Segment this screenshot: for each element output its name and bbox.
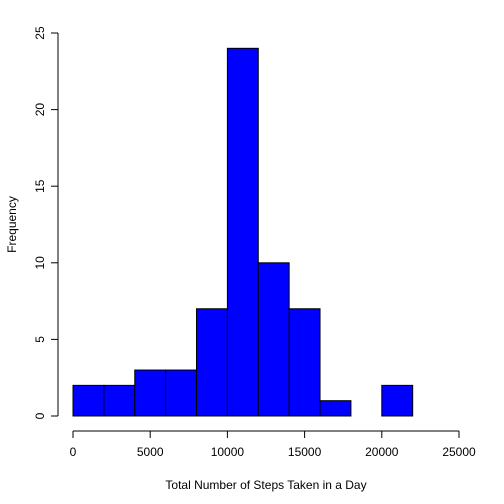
y-tick-label-2: 10 xyxy=(33,256,47,270)
bars-group xyxy=(72,47,414,417)
x-axis: 0 5000 10000 15000 20000 25000 xyxy=(70,430,476,459)
histogram-bar-1 xyxy=(103,384,136,417)
y-tick-label-4: 20 xyxy=(33,103,47,117)
histogram-bar-0 xyxy=(72,384,105,417)
y-tick-label-3: 15 xyxy=(33,179,47,193)
x-tick-label-1: 5000 xyxy=(137,445,164,459)
histogram-bar-5 xyxy=(226,47,259,417)
x-tick-label-4: 20000 xyxy=(365,445,399,459)
histogram-bar-4 xyxy=(196,308,228,417)
x-axis-title: Total Number of Steps Taken in a Day xyxy=(165,478,366,492)
x-tick-label-0: 0 xyxy=(70,445,77,459)
y-axis: 0 5 10 15 20 25 xyxy=(33,26,59,419)
y-tick-label-0: 0 xyxy=(33,412,47,419)
histogram-bar-6 xyxy=(257,262,290,417)
x-tick-label-3: 15000 xyxy=(288,445,322,459)
x-tick-label-2: 10000 xyxy=(211,445,245,459)
histogram-bar-10 xyxy=(381,384,414,417)
histogram-bar-3 xyxy=(165,369,198,417)
x-tick-label-5: 25000 xyxy=(442,445,476,459)
histogram-bar-2 xyxy=(134,369,167,417)
y-axis-title: Frequency xyxy=(5,196,19,253)
histogram-bar-8 xyxy=(319,400,352,417)
histogram-bar-7 xyxy=(288,308,321,417)
y-tick-label-1: 5 xyxy=(33,336,47,343)
y-tick-label-5: 25 xyxy=(33,26,47,40)
